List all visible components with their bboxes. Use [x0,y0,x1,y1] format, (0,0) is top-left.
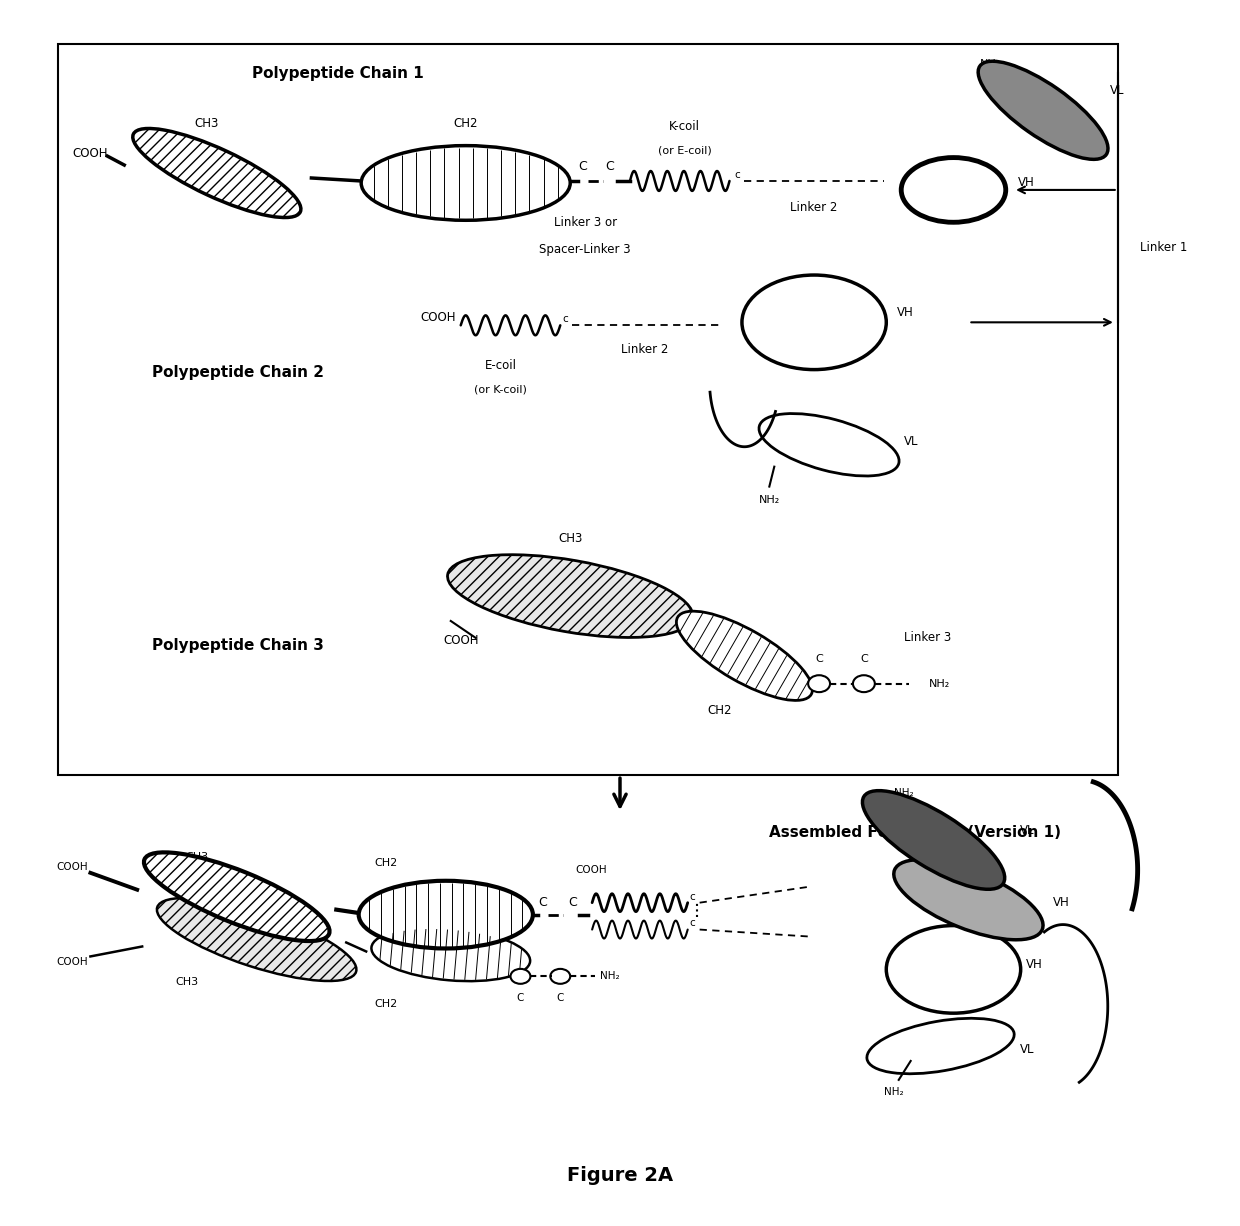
Text: Linker 1: Linker 1 [1140,242,1187,254]
Text: c: c [563,314,568,325]
Ellipse shape [894,859,1043,940]
Text: Polypeptide Chain 3: Polypeptide Chain 3 [153,639,324,653]
Ellipse shape [742,275,887,369]
Text: C: C [578,159,587,173]
Text: NH₂: NH₂ [759,494,780,505]
Text: CH3: CH3 [558,532,583,544]
Text: CH2: CH2 [374,999,398,1009]
Ellipse shape [901,158,1006,222]
Text: VL: VL [1021,1042,1034,1056]
Ellipse shape [358,880,533,949]
Text: E-coil: E-coil [485,359,517,371]
Text: CH2: CH2 [454,116,477,130]
Ellipse shape [867,1019,1014,1074]
Text: C: C [605,159,615,173]
Text: VH: VH [1053,896,1070,910]
Ellipse shape [759,413,899,476]
Text: c: c [689,917,696,928]
Text: COOH: COOH [443,634,479,647]
Text: NH₂: NH₂ [894,788,914,798]
Ellipse shape [676,612,812,700]
Text: (or K-coil): (or K-coil) [474,384,527,394]
Text: C: C [517,993,525,1003]
Text: C: C [538,896,547,910]
Text: C: C [568,896,577,910]
Ellipse shape [372,928,531,981]
Text: Spacer-Linker 3: Spacer-Linker 3 [539,243,631,256]
Text: VL: VL [1110,83,1125,97]
Text: Figure 2A: Figure 2A [567,1166,673,1186]
Text: CH2: CH2 [707,704,732,717]
Text: C: C [861,653,868,663]
Text: c: c [689,891,696,901]
Text: NH₂: NH₂ [929,679,950,689]
Ellipse shape [853,676,875,693]
Text: VH: VH [1018,177,1035,190]
Ellipse shape [863,791,1004,889]
Text: C: C [815,653,823,663]
Text: COOH: COOH [57,862,88,872]
Text: Linker 3: Linker 3 [904,631,951,645]
Ellipse shape [133,129,301,217]
Text: Polypeptide Chain 2: Polypeptide Chain 2 [153,364,324,380]
Text: Linker 2: Linker 2 [621,343,668,356]
Ellipse shape [448,554,693,638]
Text: NH₂: NH₂ [884,1086,904,1097]
Text: COOH: COOH [73,147,108,159]
Ellipse shape [887,926,1021,1013]
Text: VL: VL [1021,824,1034,836]
Text: CH3: CH3 [175,977,198,987]
Text: Linker 3 or: Linker 3 or [553,216,616,229]
Text: NH₂: NH₂ [980,59,1001,69]
Bar [57,44,1117,775]
Text: Assembled Fc Diabody (Version 1): Assembled Fc Diabody (Version 1) [769,825,1061,841]
Text: C: C [557,993,564,1003]
Ellipse shape [551,969,570,983]
Text: K-coil: K-coil [670,120,701,132]
Text: CH3: CH3 [185,852,208,862]
Ellipse shape [157,897,356,981]
Text: VH: VH [1027,958,1043,971]
Text: c: c [734,170,740,180]
Text: VL: VL [904,435,918,449]
Text: (or E-coil): (or E-coil) [658,145,712,156]
Ellipse shape [144,852,330,942]
Ellipse shape [511,969,531,983]
Text: CH3: CH3 [195,116,219,130]
Text: COOH: COOH [420,311,456,324]
Text: Linker 2: Linker 2 [790,201,838,215]
Ellipse shape [978,61,1109,159]
Ellipse shape [808,676,830,693]
Ellipse shape [361,146,570,221]
Text: COOH: COOH [575,864,606,875]
Text: NH₂: NH₂ [600,971,620,981]
Text: COOH: COOH [57,958,88,967]
Text: Polypeptide Chain 1: Polypeptide Chain 1 [252,66,423,81]
Text: CH2: CH2 [374,858,398,868]
Text: VH: VH [897,305,914,319]
